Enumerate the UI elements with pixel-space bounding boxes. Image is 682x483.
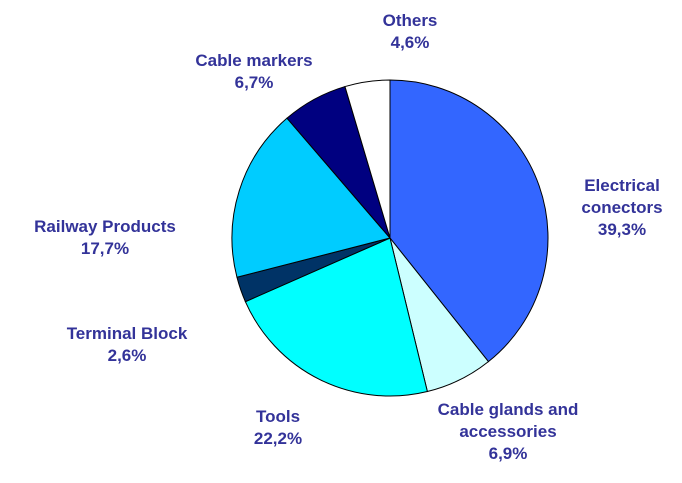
slice-label: Railway Products 17,7% <box>0 216 215 260</box>
pie-slice <box>389 79 549 363</box>
category-label: Railway Products <box>34 217 176 236</box>
value-label: 2,6% <box>107 346 147 365</box>
category-label: Cable glands and accessories <box>437 400 579 441</box>
slice-label: Tools 22,2% <box>228 406 328 450</box>
value-label: 22,2% <box>253 429 303 448</box>
category-label: Others <box>382 11 438 30</box>
value-label: 6,7% <box>234 73 274 92</box>
slice-label: Terminal Block 2,6% <box>27 323 227 367</box>
category-label: Cable markers <box>195 51 313 70</box>
pie-slice <box>244 237 428 397</box>
value-label: 17,7% <box>80 239 130 258</box>
value-label: 4,6% <box>390 33 430 52</box>
slice-label: Electrical conectors 39,3% <box>557 175 682 241</box>
pie-slice <box>231 117 391 278</box>
value-label: 6,9% <box>488 444 528 463</box>
category-label: Electrical conectors <box>581 176 663 217</box>
category-label: Tools <box>255 407 301 426</box>
value-label: 39,3% <box>597 220 647 239</box>
slice-label: Cable glands and accessories 6,9% <box>418 399 598 465</box>
category-label: Terminal Block <box>66 324 188 343</box>
slice-label: Cable markers 6,7% <box>154 50 354 94</box>
pie-slice <box>344 79 391 239</box>
slice-label: Others 4,6% <box>360 10 460 54</box>
